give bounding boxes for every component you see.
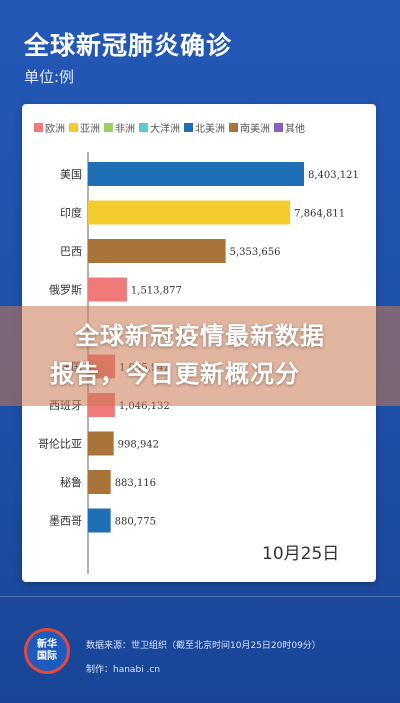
data-source: 数据来源：世卫组织（截至北京时间10月25日20时09分） bbox=[86, 641, 321, 651]
category-tick-label: 印度 bbox=[60, 206, 82, 220]
footer-divider bbox=[0, 596, 400, 597]
bar-value-label: 8,403,121 bbox=[308, 170, 359, 181]
category-tick-label: 美国 bbox=[60, 168, 82, 181]
legend-item: 非洲 bbox=[104, 120, 135, 135]
category-tick-label: 巴西 bbox=[60, 245, 82, 258]
legend-label: 其他 bbox=[285, 124, 305, 135]
legend-label: 大洋洲 bbox=[150, 124, 180, 135]
logo-text: 新华 国际 bbox=[37, 639, 57, 662]
category-tick-label: 秘鲁 bbox=[60, 475, 82, 489]
date-label: 10月25日 bbox=[262, 544, 340, 564]
legend-swatch bbox=[34, 123, 43, 132]
legend-swatch bbox=[184, 123, 193, 132]
headline-line-1: 全球新冠疫情最新数据 bbox=[75, 322, 325, 350]
bar-value-label: 5,353,656 bbox=[230, 247, 281, 258]
bar-value-label: 880,775 bbox=[115, 517, 156, 528]
bar bbox=[88, 277, 127, 302]
legend-label: 亚洲 bbox=[80, 124, 100, 135]
legend-swatch bbox=[274, 123, 283, 132]
legend-swatch bbox=[139, 123, 148, 132]
category-tick-label: 哥伦比亚 bbox=[38, 437, 82, 451]
category-tick-label: 俄罗斯 bbox=[49, 284, 82, 297]
headline-line-2: 报告，今日更新概况分 bbox=[50, 360, 300, 388]
legend-item: 欧洲 bbox=[34, 120, 65, 135]
legend-swatch bbox=[104, 123, 113, 132]
legend-swatch bbox=[69, 123, 78, 132]
headline-overlay bbox=[0, 306, 400, 406]
bar bbox=[88, 239, 226, 263]
bar-value-label: 1,513,877 bbox=[131, 286, 182, 297]
legend-label: 非洲 bbox=[115, 124, 135, 135]
legend-item: 大洋洲 bbox=[139, 120, 180, 135]
bar bbox=[88, 162, 304, 186]
bar-value-label: 998,942 bbox=[118, 440, 159, 451]
legend-label: 欧洲 bbox=[45, 124, 65, 135]
bar bbox=[88, 431, 114, 456]
legend-label: 南美洲 bbox=[240, 124, 270, 135]
bar-value-label: 1,046,132 bbox=[119, 401, 170, 412]
legend-swatch bbox=[229, 123, 238, 132]
legend-label: 北美洲 bbox=[195, 124, 225, 135]
legend-item: 北美洲 bbox=[184, 120, 225, 135]
bar bbox=[88, 508, 111, 533]
chart-legend: 欧洲 亚洲 非洲 大洋洲 北美洲 南美洲 其他 bbox=[34, 120, 368, 135]
legend-item: 南美洲 bbox=[229, 120, 270, 135]
bar bbox=[88, 470, 111, 494]
unit-label: 单位:例 bbox=[24, 68, 75, 86]
chart-title: 全球新冠肺炎确诊 bbox=[24, 31, 233, 60]
bar-value-label: 883,116 bbox=[115, 478, 156, 489]
bar bbox=[88, 200, 291, 225]
bar-value-label: 7,864,811 bbox=[294, 209, 345, 220]
legend-item: 其他 bbox=[274, 120, 305, 135]
xinhua-logo: 新华 国际 bbox=[24, 628, 70, 674]
category-tick-label: 墨西哥 bbox=[49, 515, 82, 528]
legend-item: 亚洲 bbox=[69, 120, 100, 135]
producer-credit: 制作：hanabi .cn bbox=[86, 665, 161, 675]
